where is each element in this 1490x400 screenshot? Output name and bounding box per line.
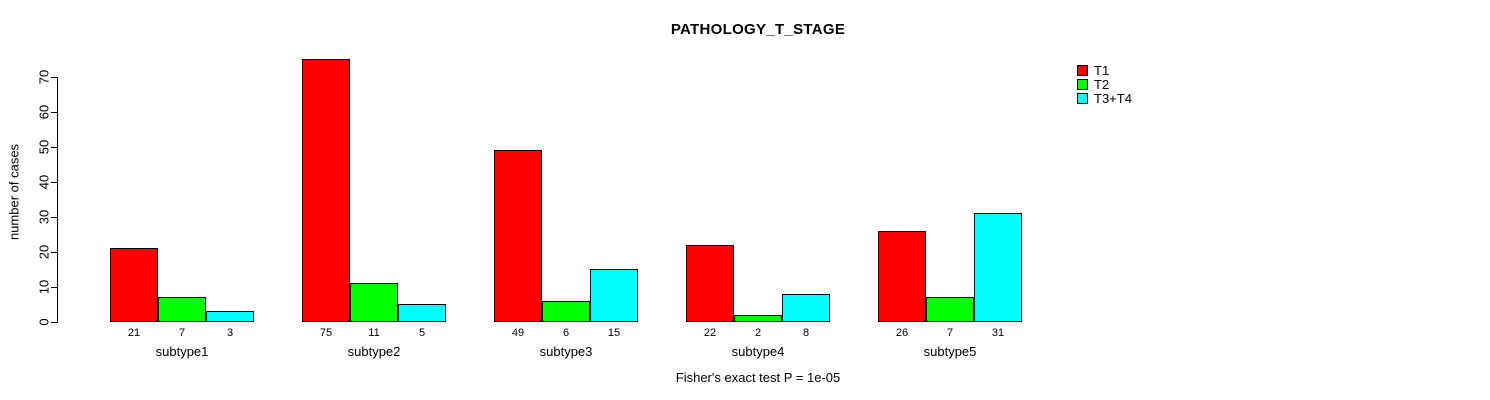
bar <box>542 301 590 322</box>
bar <box>302 59 350 322</box>
bar <box>494 150 542 322</box>
legend-label: T1 <box>1094 62 1110 78</box>
y-tick <box>51 77 57 78</box>
y-tick-label: 70 <box>36 69 52 85</box>
legend-label: T3+T4 <box>1094 90 1132 106</box>
category-label: subtype5 <box>923 344 977 359</box>
legend-swatch <box>1077 64 1088 76</box>
footer-note: Fisher's exact test P = 1e-05 <box>675 370 841 385</box>
legend-swatch <box>1077 78 1088 90</box>
y-tick-label: 10 <box>36 279 52 295</box>
bar-value-label: 22 <box>703 327 717 339</box>
category-label: subtype2 <box>347 344 401 359</box>
category-label: subtype1 <box>155 344 209 359</box>
bar-value-label: 2 <box>754 327 762 339</box>
bar <box>206 311 254 322</box>
bar-value-label: 11 <box>368 327 380 339</box>
bar <box>398 304 446 322</box>
category-label: subtype3 <box>539 344 593 359</box>
legend-swatch <box>1077 92 1088 104</box>
bar-value-label: 26 <box>895 327 909 339</box>
y-tick <box>51 182 57 183</box>
y-tick-label: 40 <box>36 174 52 190</box>
bar <box>878 231 926 322</box>
bar-value-label: 21 <box>127 327 141 339</box>
y-tick <box>51 252 57 253</box>
bar <box>974 213 1022 322</box>
chart-title: PATHOLOGY_T_STAGE <box>670 21 846 38</box>
bar <box>350 283 398 322</box>
y-tick-label: 30 <box>36 209 52 225</box>
bar <box>686 245 734 322</box>
bar-value-label: 3 <box>226 327 234 339</box>
legend-item: T3+T4 <box>1077 90 1132 106</box>
y-tick-label: 0 <box>36 318 52 326</box>
y-tick <box>51 147 57 148</box>
bar <box>734 315 782 322</box>
bar-value-label: 7 <box>946 327 954 339</box>
y-tick <box>51 112 57 113</box>
legend-item: T2 <box>1077 76 1110 92</box>
y-tick <box>51 322 57 323</box>
y-tick-label: 50 <box>36 139 52 155</box>
y-axis-title: number of cases <box>6 143 22 241</box>
y-tick <box>51 287 57 288</box>
y-tick-label: 20 <box>36 244 52 260</box>
bar-value-label: 75 <box>319 327 333 339</box>
bar-value-label: 8 <box>802 327 810 339</box>
bar-value-label: 7 <box>178 327 186 339</box>
y-axis-line <box>57 77 58 323</box>
bar <box>782 294 830 322</box>
bar-value-label: 49 <box>511 327 525 339</box>
bar-value-label: 5 <box>418 327 426 339</box>
bar <box>590 269 638 322</box>
bar-value-label: 15 <box>607 327 621 339</box>
bar-value-label: 6 <box>562 327 570 339</box>
legend-label: T2 <box>1094 76 1110 92</box>
legend-item: T1 <box>1077 62 1110 78</box>
bar <box>158 297 206 322</box>
y-tick-label: 60 <box>36 104 52 120</box>
category-label: subtype4 <box>731 344 785 359</box>
bar <box>110 248 158 322</box>
bar-value-label: 31 <box>991 327 1005 339</box>
bar <box>926 297 974 322</box>
y-tick <box>51 217 57 218</box>
